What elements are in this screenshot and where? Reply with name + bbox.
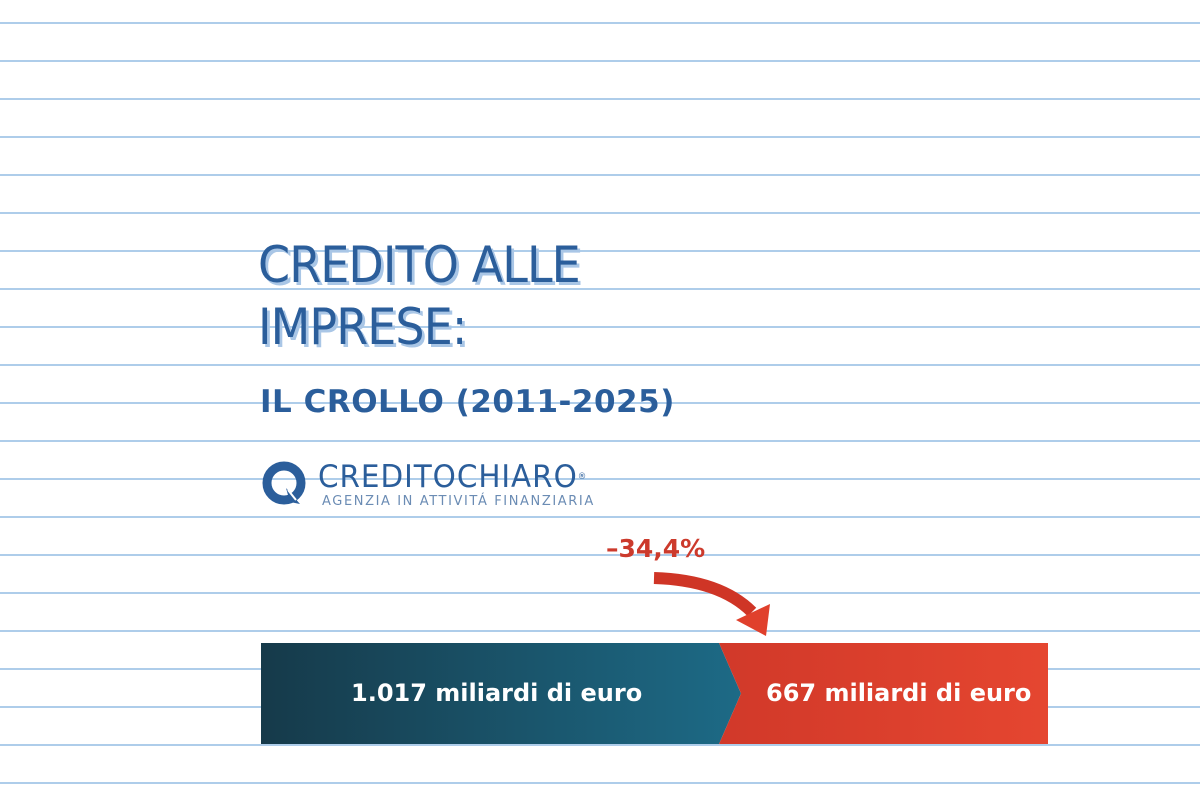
- bar-segment-2011: [261, 643, 741, 744]
- value-2011: 1.017 miliardi di euro: [351, 679, 643, 707]
- speech-bubble-q-icon: [262, 461, 306, 505]
- subtitle: IL CROLLO (2011-2025): [260, 384, 675, 420]
- logo-name: CREDITOCHIARO: [318, 459, 578, 495]
- logo-tagline: AGENZIA IN ATTIVITÁ FINANZIARIA: [322, 494, 595, 509]
- title-line-2: IMPRESE:: [258, 298, 467, 356]
- value-2025: 667 miliardi di euro: [766, 679, 1032, 707]
- registered-mark: ®: [577, 472, 588, 482]
- bar-segment-2025: [719, 643, 1048, 744]
- curved-down-arrow-icon: [653, 572, 770, 636]
- title-line-1: CREDITO ALLE: [258, 236, 581, 294]
- comparison-bar: 1.017 miliardi di euro 667 miliardi di e…: [261, 643, 1048, 744]
- page-title: CREDITO ALLE IMPRESE:: [258, 240, 608, 352]
- percent-change: –34,4%: [606, 534, 706, 563]
- creditochiaro-logo: CREDITOCHIARO® AGENZIA IN ATTIVITÁ FINAN…: [260, 460, 601, 509]
